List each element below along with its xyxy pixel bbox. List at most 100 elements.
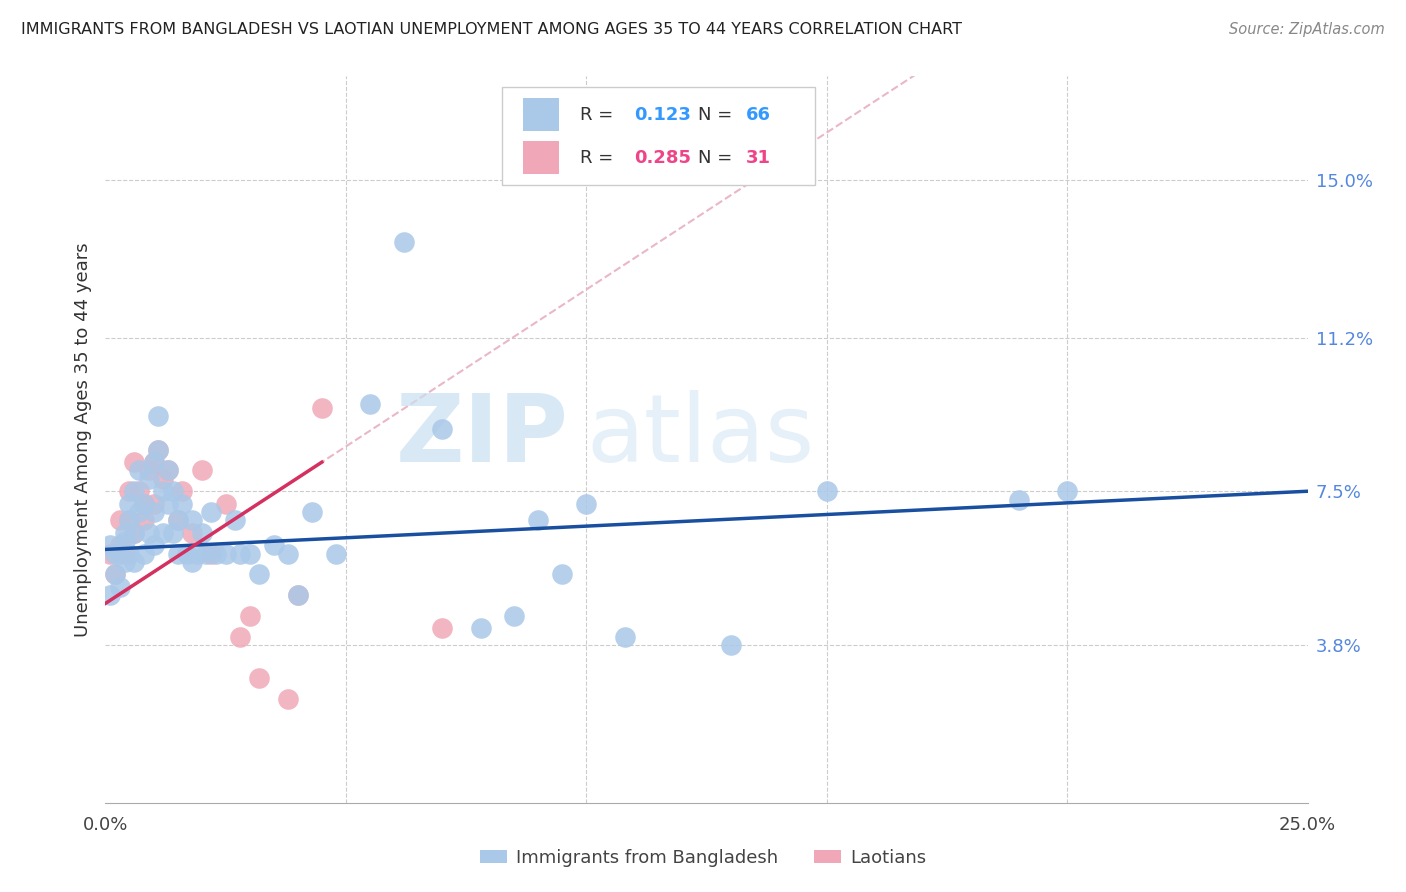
- Point: [1008, 492, 1031, 507]
- Point: [108, 580, 131, 594]
- Point: [277, 547, 299, 561]
- Point: [162, 525, 184, 540]
- Point: [98, 538, 121, 552]
- Point: [104, 567, 127, 582]
- Point: [104, 547, 127, 561]
- Point: [172, 484, 194, 499]
- Text: N =: N =: [699, 106, 738, 124]
- Point: [551, 567, 574, 582]
- Point: [138, 472, 160, 486]
- Point: [118, 484, 141, 499]
- Point: [142, 505, 165, 519]
- Point: [263, 538, 285, 552]
- Point: [156, 463, 179, 477]
- Point: [152, 472, 174, 486]
- Point: [104, 567, 127, 582]
- Text: R =: R =: [581, 149, 619, 167]
- Point: [186, 547, 208, 561]
- Point: [138, 525, 160, 540]
- Point: [224, 513, 246, 527]
- Point: [152, 525, 174, 540]
- Point: [148, 442, 170, 457]
- Point: [156, 497, 179, 511]
- Point: [190, 463, 212, 477]
- Point: [190, 525, 212, 540]
- Bar: [523, 98, 558, 131]
- Point: [301, 505, 323, 519]
- Point: [132, 497, 155, 511]
- Point: [148, 442, 170, 457]
- Point: [142, 538, 165, 552]
- Legend: Immigrants from Bangladesh, Laotians: Immigrants from Bangladesh, Laotians: [472, 842, 934, 874]
- Point: [114, 525, 136, 540]
- Point: [200, 505, 222, 519]
- Point: [142, 455, 165, 469]
- Point: [114, 534, 136, 549]
- Point: [181, 555, 204, 569]
- Point: [311, 401, 333, 416]
- Point: [325, 547, 347, 561]
- Point: [229, 547, 252, 561]
- Point: [124, 484, 146, 499]
- Point: [195, 547, 218, 561]
- Point: [108, 538, 131, 552]
- Point: [118, 513, 141, 527]
- Point: [166, 513, 188, 527]
- Point: [503, 608, 526, 623]
- Point: [247, 671, 270, 685]
- Point: [156, 463, 179, 477]
- Point: [214, 497, 236, 511]
- Point: [239, 547, 262, 561]
- FancyBboxPatch shape: [502, 87, 814, 185]
- Point: [132, 513, 155, 527]
- Point: [277, 692, 299, 706]
- Point: [132, 497, 155, 511]
- Point: [720, 638, 742, 652]
- Point: [132, 547, 155, 561]
- Point: [124, 455, 146, 469]
- Point: [815, 484, 838, 499]
- Point: [359, 397, 381, 411]
- Text: 0.285: 0.285: [634, 149, 692, 167]
- Point: [142, 455, 165, 469]
- Point: [205, 547, 228, 561]
- Bar: [523, 141, 558, 174]
- Point: [124, 555, 146, 569]
- Point: [214, 547, 236, 561]
- Point: [108, 547, 131, 561]
- Point: [613, 630, 636, 644]
- Point: [200, 547, 222, 561]
- Text: N =: N =: [699, 149, 738, 167]
- Point: [176, 547, 198, 561]
- Point: [118, 547, 141, 561]
- Point: [166, 513, 188, 527]
- Point: [114, 547, 136, 561]
- Point: [114, 555, 136, 569]
- Text: 0.123: 0.123: [634, 106, 692, 124]
- Point: [148, 409, 170, 424]
- Point: [128, 505, 150, 519]
- Point: [239, 608, 262, 623]
- Y-axis label: Unemployment Among Ages 35 to 44 years: Unemployment Among Ages 35 to 44 years: [73, 242, 91, 637]
- Point: [575, 497, 598, 511]
- Point: [527, 513, 550, 527]
- Point: [118, 513, 141, 527]
- Point: [108, 513, 131, 527]
- Point: [181, 513, 204, 527]
- Point: [470, 621, 492, 635]
- Point: [1056, 484, 1078, 499]
- Point: [172, 497, 194, 511]
- Point: [247, 567, 270, 582]
- Text: Source: ZipAtlas.com: Source: ZipAtlas.com: [1229, 22, 1385, 37]
- Point: [430, 422, 453, 436]
- Point: [287, 588, 309, 602]
- Text: atlas: atlas: [586, 390, 814, 482]
- Point: [128, 463, 150, 477]
- Text: IMMIGRANTS FROM BANGLADESH VS LAOTIAN UNEMPLOYMENT AMONG AGES 35 TO 44 YEARS COR: IMMIGRANTS FROM BANGLADESH VS LAOTIAN UN…: [21, 22, 962, 37]
- Point: [98, 547, 121, 561]
- Point: [138, 463, 160, 477]
- Text: 66: 66: [747, 106, 770, 124]
- Point: [128, 484, 150, 499]
- Point: [152, 484, 174, 499]
- Point: [430, 621, 453, 635]
